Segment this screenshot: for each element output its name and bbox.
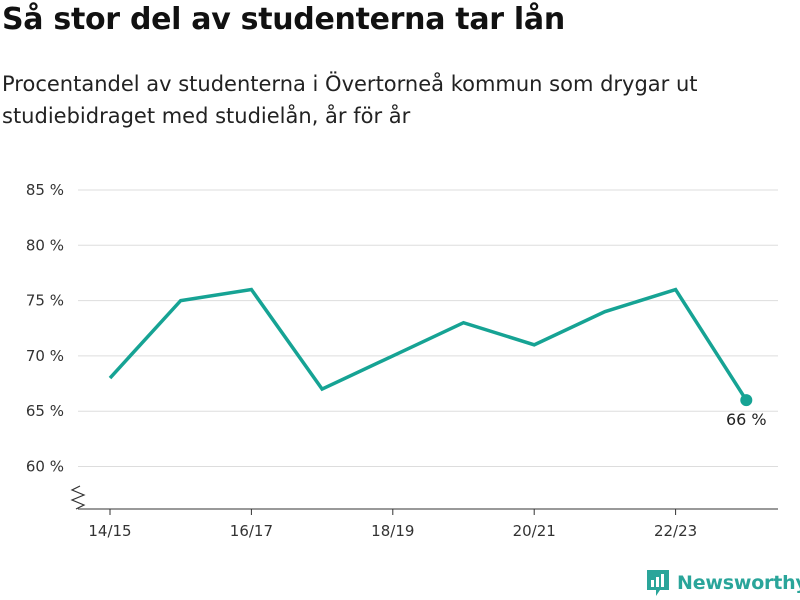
x-tick-label: 22/23 bbox=[654, 522, 697, 540]
y-axis-ticks: 60 % 65 % 70 % 75 % 80 % 85 % bbox=[26, 181, 64, 476]
x-tick-label: 20/21 bbox=[513, 522, 556, 540]
axis-break-icon bbox=[70, 485, 86, 510]
y-tick-label: 70 % bbox=[26, 347, 64, 365]
y-tick-label: 60 % bbox=[26, 458, 64, 476]
x-axis: 14/15 16/17 18/19 20/21 22/23 bbox=[70, 485, 778, 540]
series-layer bbox=[108, 287, 753, 407]
series-line bbox=[108, 287, 748, 402]
brand-logo: Newsworthy bbox=[645, 568, 800, 598]
end-point-marker bbox=[740, 394, 753, 407]
y-tick-label: 80 % bbox=[26, 236, 64, 254]
y-tick-label: 85 % bbox=[26, 181, 64, 199]
chart-title: Så stor del av studenterna tar lån bbox=[2, 2, 565, 37]
end-value-label: 66 % bbox=[726, 410, 767, 429]
y-tick-label: 65 % bbox=[26, 402, 64, 420]
brand-name: Newsworthy bbox=[677, 572, 800, 594]
chart-subtitle: Procentandel av studenterna i Övertorneå… bbox=[2, 72, 698, 128]
newsworthy-logo-icon bbox=[647, 570, 669, 596]
x-tick-label: 18/19 bbox=[371, 522, 414, 540]
x-tick-label: 14/15 bbox=[88, 522, 131, 540]
x-tick-label: 16/17 bbox=[230, 522, 273, 540]
data-labels: 66 % bbox=[726, 410, 767, 429]
y-tick-label: 75 % bbox=[26, 292, 64, 310]
gridlines bbox=[78, 189, 778, 467]
